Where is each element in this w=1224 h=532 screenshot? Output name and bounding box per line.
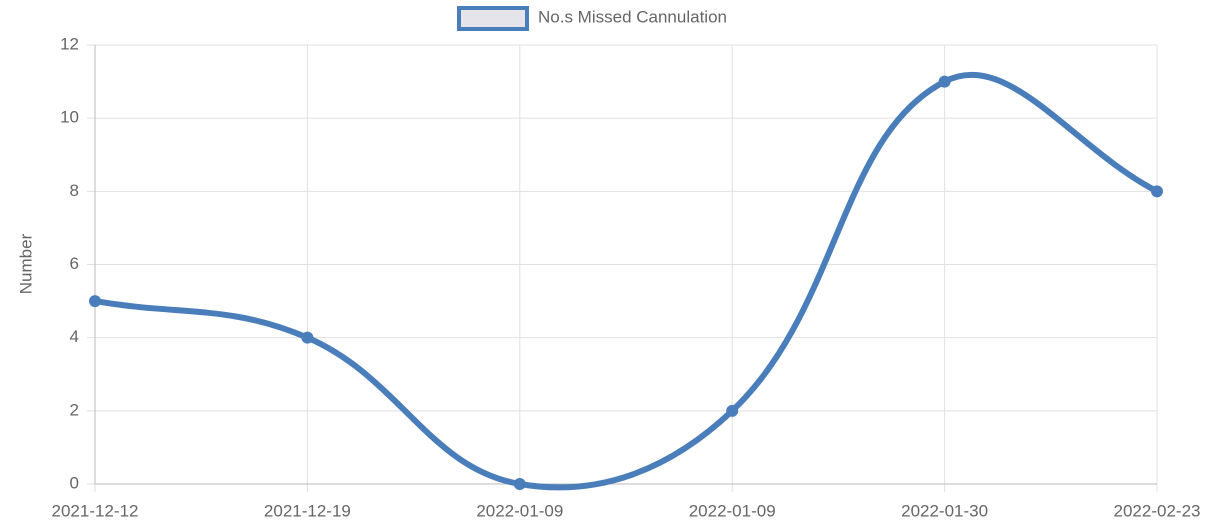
y-tick-label: 10 xyxy=(60,108,79,127)
point xyxy=(726,404,739,417)
point xyxy=(89,295,101,308)
y-axis-label: Number xyxy=(16,233,35,294)
x-tick-label: 2021-12-12 xyxy=(52,501,139,520)
line xyxy=(94,72,1159,491)
point xyxy=(513,478,526,490)
y-tick-label: 8 xyxy=(70,181,79,200)
x-tick-label: 2022-01-30 xyxy=(901,501,988,520)
y-tick-label: 4 xyxy=(70,327,79,346)
point xyxy=(1151,185,1163,198)
legend-label: No.s Missed Cannulation xyxy=(538,7,727,26)
point xyxy=(938,75,951,88)
legend-swatch xyxy=(457,6,529,31)
y-tick-label: 12 xyxy=(60,34,79,53)
y-tick-label: 6 xyxy=(70,254,79,273)
x-tick-label: 2022-02-23 xyxy=(1114,501,1201,520)
y-tick-label: 0 xyxy=(70,473,79,492)
x-tick-label: 2022-01-09 xyxy=(476,501,563,520)
x-tick-label: 2022-01-09 xyxy=(689,501,776,520)
point xyxy=(301,331,314,344)
x-tick-label: 2021-12-19 xyxy=(264,501,351,520)
y-tick-label: 2 xyxy=(70,400,79,419)
